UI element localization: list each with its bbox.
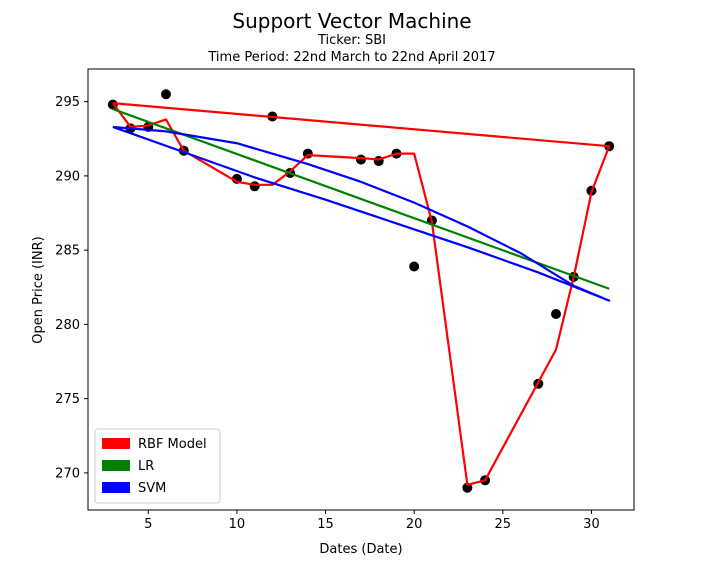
y-tick-label: 295: [55, 95, 80, 110]
x-tick-label: 20: [406, 517, 423, 532]
chart-title: Support Vector Machine: [232, 9, 471, 33]
legend-label-lr: LR: [138, 459, 154, 474]
legend-swatch-lr: [102, 460, 130, 471]
y-axis-label: Open Price (INR): [31, 236, 46, 343]
series-line-lr: [112, 108, 610, 290]
x-tick-label: 25: [495, 517, 512, 532]
x-tick-label: 30: [583, 517, 600, 532]
y-tick-label: 280: [55, 318, 80, 333]
data-point: [551, 309, 561, 319]
legend: RBF Model LR SVM: [94, 428, 221, 504]
data-point: [249, 181, 260, 192]
legend-swatch-svm: [102, 482, 130, 493]
plot-area: [107, 89, 615, 493]
plot-frame: [87, 68, 635, 511]
chart-subtitle-ticker: Ticker: SBI: [317, 33, 386, 48]
x-axis-label: Dates (Date): [319, 542, 402, 557]
y-tick-label: 285: [55, 244, 80, 259]
y-tick-label: 275: [55, 392, 80, 407]
x-tick-label: 15: [317, 517, 334, 532]
axis-ticks: 5 10 15 20 25 30 270 275 280 285 290 295: [55, 95, 600, 532]
legend-swatch-rbf-model: [102, 438, 130, 449]
y-tick-label: 290: [55, 169, 80, 184]
y-tick-label: 270: [55, 466, 80, 481]
data-point: [161, 89, 171, 100]
series-line-svm: [112, 125, 611, 302]
chart-subtitle-period: Time Period: 22nd March to 22nd April 20…: [207, 50, 495, 65]
x-tick-label: 10: [229, 517, 246, 532]
data-point: [356, 154, 366, 165]
legend-label-svm: SVM: [138, 481, 166, 496]
x-tick-label: 5: [144, 517, 152, 532]
legend-label-rbf-model: RBF Model: [138, 437, 207, 452]
data-point: [409, 261, 420, 272]
series-line-rbf-model: [111, 102, 611, 486]
